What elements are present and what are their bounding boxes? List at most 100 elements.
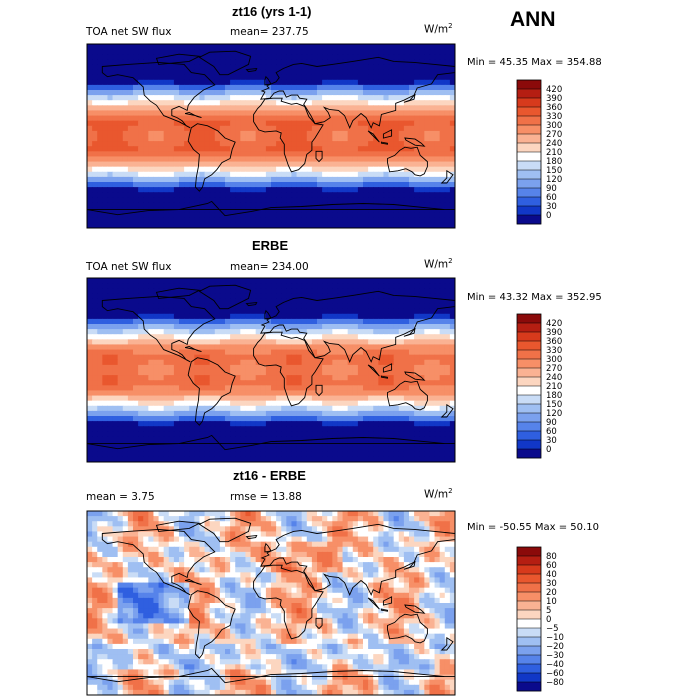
- season-label: ANN: [510, 8, 556, 31]
- field-cell: [107, 334, 114, 340]
- field-cell: [301, 395, 308, 402]
- field-cell: [301, 192, 308, 198]
- field-cell: [439, 293, 446, 300]
- field-cell: [419, 329, 425, 335]
- field-cell: [368, 156, 374, 163]
- field-cell: [250, 69, 257, 76]
- field-cell: [230, 64, 236, 71]
- field-cell: [311, 90, 318, 96]
- field-cell: [322, 400, 328, 407]
- field-cell: [342, 334, 349, 340]
- field-cell: [265, 303, 272, 310]
- field-cell: [153, 385, 160, 392]
- field-cell: [168, 212, 175, 219]
- field-cell: [153, 212, 160, 219]
- field-cell: [92, 105, 98, 112]
- field-cell: [373, 64, 379, 71]
- field-cell: [449, 156, 455, 163]
- field-cell: [245, 110, 252, 117]
- field-cell: [311, 79, 318, 86]
- field-cell: [127, 380, 134, 386]
- field-cell: [393, 141, 400, 147]
- field-cell: [317, 69, 323, 76]
- field-cell: [240, 217, 247, 224]
- field-cell: [214, 161, 221, 168]
- field-cell: [189, 334, 195, 340]
- field-cell: [127, 421, 134, 427]
- field-cell: [250, 197, 257, 204]
- field-cell: [414, 390, 420, 397]
- field-cell: [204, 324, 211, 330]
- field-cell: [138, 146, 144, 152]
- field-cell: [332, 74, 339, 81]
- field-cell: [449, 400, 455, 407]
- field-cell: [337, 380, 344, 386]
- field-cell: [138, 288, 144, 294]
- field-cell: [373, 120, 379, 127]
- field-cell: [92, 136, 98, 142]
- field-cell: [352, 303, 359, 310]
- field-cell: [255, 95, 262, 101]
- field-cell: [332, 405, 339, 412]
- field-cell: [179, 410, 185, 417]
- field-cell: [255, 421, 262, 427]
- field-cell: [301, 283, 308, 289]
- field-cell: [444, 212, 451, 219]
- field-cell: [235, 339, 241, 346]
- field-cell: [388, 105, 395, 112]
- field-cell: [112, 79, 119, 86]
- field-cell: [260, 395, 267, 402]
- field-cell: [342, 298, 349, 305]
- field-cell: [97, 375, 103, 381]
- field-cell: [388, 161, 395, 168]
- field-cell: [363, 278, 369, 284]
- field-cell: [97, 187, 103, 193]
- field-cell: [235, 400, 241, 407]
- field-cell: [327, 375, 333, 381]
- field-cell: [388, 146, 395, 152]
- field-cell: [138, 74, 144, 81]
- field-cell: [148, 349, 155, 356]
- field-cell: [434, 187, 441, 193]
- field-cell: [301, 156, 308, 163]
- field-cell: [419, 313, 425, 320]
- field-cell: [235, 278, 241, 284]
- field-cell: [368, 161, 374, 168]
- field-cell: [368, 370, 374, 376]
- field-cell: [311, 105, 318, 112]
- field-cell: [424, 222, 431, 228]
- field-cell: [439, 120, 446, 127]
- field-cell: [148, 421, 155, 427]
- field-cell: [409, 171, 415, 178]
- field-cell: [158, 359, 165, 366]
- colorbar-tick-label: 420: [546, 85, 562, 95]
- field-cell: [265, 293, 272, 300]
- field-cell: [225, 431, 231, 438]
- field-cell: [403, 49, 410, 55]
- field-cell: [122, 217, 129, 224]
- field-cell: [388, 110, 395, 117]
- field-cell: [317, 364, 323, 371]
- field-cell: [286, 49, 293, 55]
- field-cell: [107, 54, 114, 60]
- field-cell: [286, 375, 293, 381]
- field-cell: [153, 395, 160, 402]
- field-cell: [260, 334, 267, 340]
- field-cell: [449, 207, 455, 214]
- field-cell: [286, 176, 293, 183]
- field-cell: [347, 334, 354, 340]
- field-cell: [296, 90, 303, 96]
- field-cell: [281, 416, 287, 422]
- field-cell: [342, 161, 349, 168]
- field-cell: [245, 426, 252, 432]
- field-cell: [184, 410, 190, 417]
- field-cell: [342, 125, 349, 132]
- field-cell: [337, 410, 344, 417]
- field-cell: [301, 390, 308, 397]
- field-cell: [122, 192, 129, 198]
- field-cell: [153, 182, 160, 188]
- field-cell: [199, 151, 206, 158]
- field-cell: [363, 197, 369, 204]
- field-cell: [347, 344, 354, 351]
- field-cell: [281, 44, 287, 50]
